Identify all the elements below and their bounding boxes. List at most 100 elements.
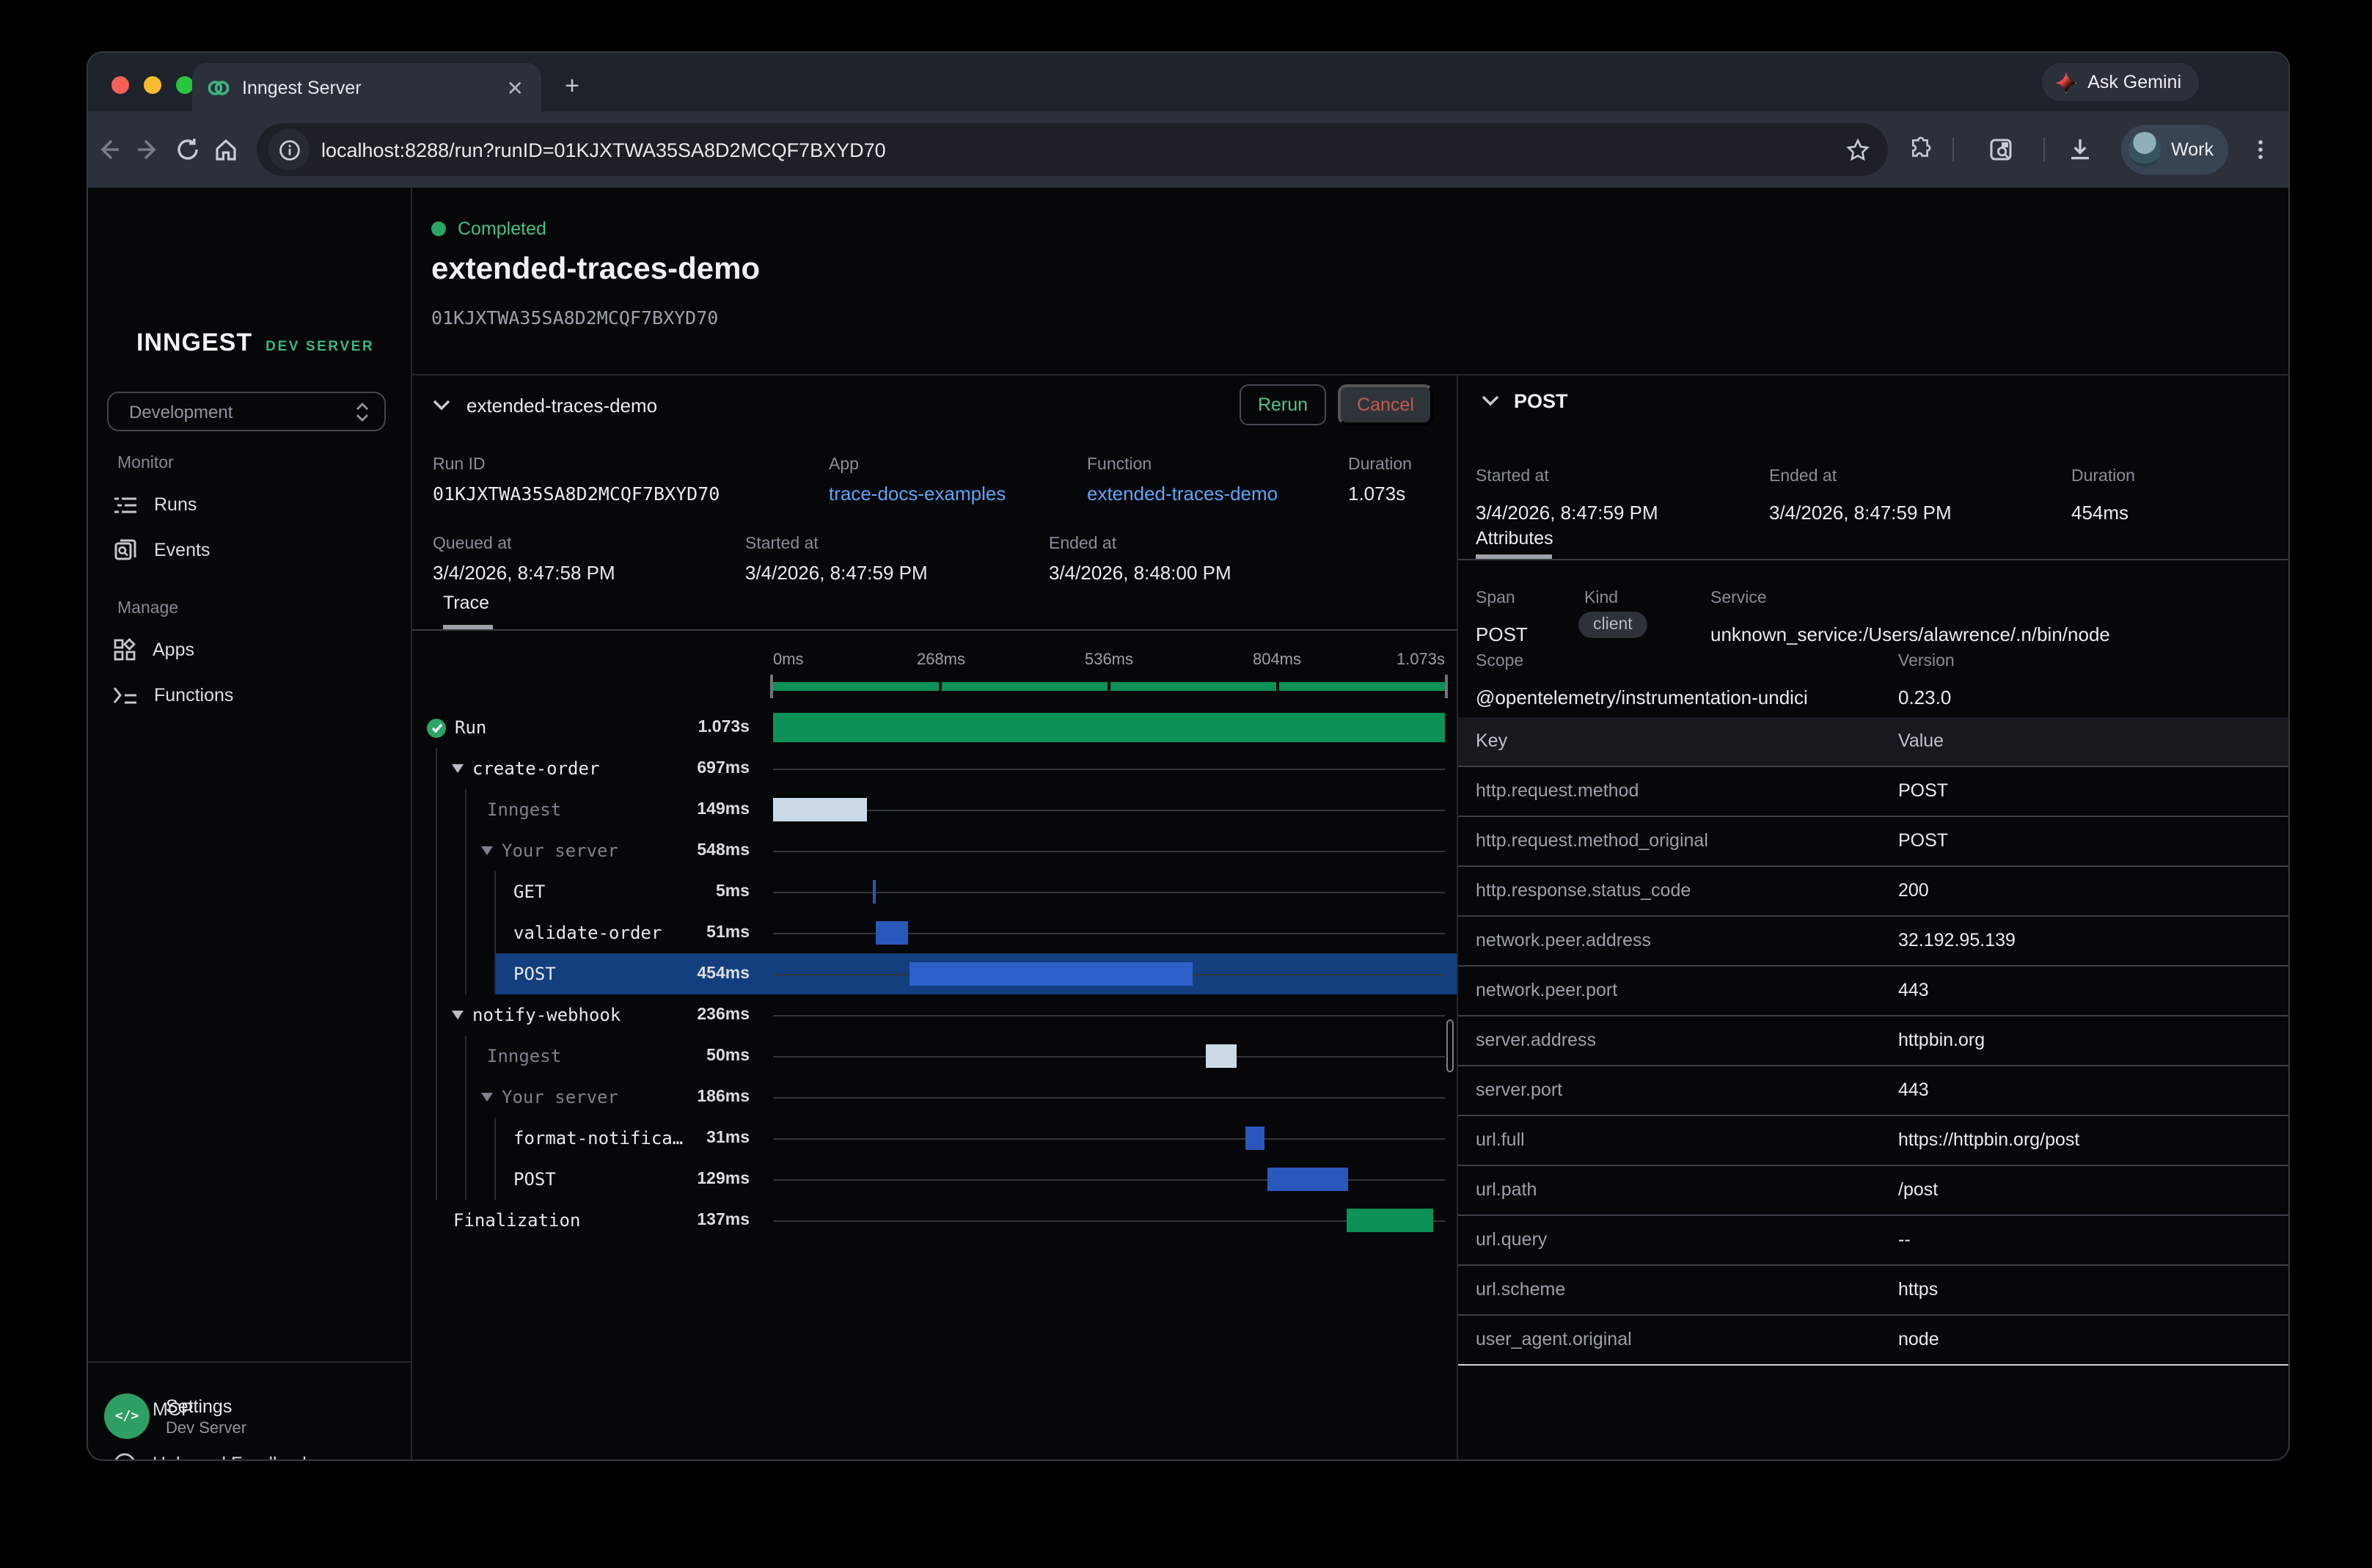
run-meta-row-2: Queued at 3/4/2026, 8:47:58 PM Started at 3… [433, 535, 1342, 584]
attribute-row-http-request-method-original[interactable]: http.request.method_original POST [1458, 817, 2288, 867]
indent-guide [436, 953, 437, 994]
span-bar[interactable] [1267, 1168, 1348, 1191]
trace-row-notify-webhook[interactable]: notify-webhook 236ms [412, 994, 1457, 1036]
attribute-key: network.peer.port [1476, 980, 1618, 1000]
attribute-row-server-address[interactable]: server.address httpbin.org [1458, 1016, 2288, 1066]
sidebar-item-help-and-feedback[interactable]: ?Help and Feedback [106, 1443, 399, 1459]
expand-chevron-icon[interactable] [481, 846, 493, 855]
close-window-button[interactable] [111, 76, 129, 94]
ask-gemini-button[interactable]: Ask Gemini [2042, 63, 2199, 101]
url-text: localhost:8288/run?runID=01KJXTWA35SA8D2… [321, 139, 886, 161]
axis-tick: 804ms [1252, 651, 1302, 669]
back-icon[interactable] [91, 132, 126, 167]
trace-row-finalization[interactable]: Finalization 137ms [412, 1200, 1457, 1241]
span-bar[interactable] [875, 921, 908, 945]
span-duration: 236ms [697, 1006, 750, 1024]
forward-icon[interactable] [131, 132, 166, 167]
trace-row-your-server[interactable]: Your server 186ms [412, 1077, 1457, 1118]
indent-guide [494, 871, 496, 912]
span-panel: POST Started at 3/4/2026, 8:47:59 PM Ended… [1457, 375, 2288, 1459]
trace-row-create-order[interactable]: create-order 697ms [412, 748, 1457, 789]
tab-close-icon[interactable]: ✕ [506, 76, 524, 99]
trace-row-format-notifica-[interactable]: format-notifica… 31ms [412, 1118, 1457, 1159]
trace-row-validate-order[interactable]: validate-order 51ms [412, 912, 1457, 953]
attribute-row-user-agent-original[interactable]: user_agent.original node [1458, 1316, 2288, 1366]
run-meta-ended-at: Ended at 3/4/2026, 8:48:00 PM [1049, 535, 1231, 584]
browser-menu-icon[interactable] [2243, 132, 2278, 167]
site-info-icon[interactable] [268, 129, 310, 170]
attribute-value: 32.192.95.139 [1898, 930, 2016, 950]
environment-select[interactable]: Development [107, 392, 386, 431]
attribute-row-server-port[interactable]: server.port 443 [1458, 1066, 2288, 1116]
attribute-row-url-query[interactable]: url.query -- [1458, 1216, 2288, 1266]
reload-icon[interactable] [170, 132, 205, 167]
rerun-button[interactable]: Rerun [1240, 384, 1326, 425]
expand-chevron-icon[interactable] [452, 764, 464, 773]
indent-guide [436, 830, 437, 871]
zoom-window-button[interactable] [176, 76, 194, 94]
sidebar-item-runs[interactable]: Runs [106, 484, 399, 525]
trace-row-your-server[interactable]: Your server 548ms [412, 830, 1457, 871]
run-id: 01KJXTWA35SA8D2MCQF7BXYD70 [431, 307, 719, 329]
span-bar[interactable] [773, 713, 1445, 742]
url-bar[interactable]: localhost:8288/run?runID=01KJXTWA35SA8D2… [257, 123, 1888, 176]
cancel-button[interactable]: Cancel [1338, 384, 1433, 425]
bookmark-star-icon[interactable] [1845, 137, 1870, 162]
indent-guide [465, 830, 466, 871]
trace-minimap[interactable] [773, 682, 1445, 691]
trace-scrollbar[interactable] [1446, 1019, 1454, 1072]
span-bar[interactable] [1347, 1209, 1433, 1232]
attribute-row-url-full[interactable]: url.full https://httpbin.org/post [1458, 1116, 2288, 1166]
attribute-value: POST [1898, 830, 1949, 851]
attribute-row-url-scheme[interactable]: url.scheme https [1458, 1266, 2288, 1316]
span-duration: 51ms [706, 924, 750, 942]
indent-guide [465, 871, 466, 912]
indent-guide [494, 912, 496, 953]
home-icon[interactable] [208, 132, 244, 167]
browser-tab[interactable]: Inngest Server ✕ [192, 63, 541, 111]
minimize-window-button[interactable] [144, 76, 161, 94]
key-header: Key [1476, 730, 1508, 751]
expand-chevron-icon[interactable] [481, 1093, 493, 1102]
attribute-row-http-response-status-code[interactable]: http.response.status_code 200 [1458, 867, 2288, 917]
trace-row-get[interactable]: GET 5ms [412, 871, 1457, 912]
trace-row-inngest[interactable]: Inngest 149ms [412, 789, 1457, 830]
attribute-row-http-request-method[interactable]: http.request.method POST [1458, 767, 2288, 817]
span-duration: 31ms [706, 1129, 750, 1147]
row-gridline [773, 809, 1445, 810]
service-label: Service [1710, 590, 1767, 607]
status-badge: Completed [458, 219, 546, 239]
sidebar-item-events[interactable]: Events [106, 530, 399, 571]
span-bar[interactable] [873, 880, 876, 904]
tab-trace[interactable]: Trace [443, 593, 489, 613]
app-content: INNGEST DEV SERVER Development Monitor Ru… [88, 188, 2288, 1459]
trace-row-run[interactable]: Run 1.073s [412, 707, 1457, 748]
sidebar-item-functions[interactable]: Functions [106, 675, 399, 716]
tab-attributes[interactable]: Attributes [1476, 528, 1553, 549]
attribute-key: server.port [1476, 1080, 1563, 1100]
span-bar[interactable] [909, 962, 1193, 986]
sidebar-item-apps[interactable]: Apps [106, 629, 399, 670]
sidebar-item-settings[interactable]: </> Settings Dev Server [104, 1393, 246, 1439]
download-icon[interactable] [2062, 132, 2098, 167]
attribute-row-network-peer-port[interactable]: network.peer.port 443 [1458, 967, 2288, 1016]
kind-label: Kind [1584, 590, 1619, 607]
attribute-row-network-peer-address[interactable]: network.peer.address 32.192.95.139 [1458, 917, 2288, 967]
new-tab-button[interactable]: + [565, 72, 579, 100]
span-bar[interactable] [1245, 1126, 1265, 1150]
expand-chevron-icon[interactable] [452, 1011, 464, 1019]
trace-row-post[interactable]: POST 129ms [412, 1159, 1457, 1200]
trace-row-post[interactable]: POST 454ms [412, 953, 1457, 994]
collapse-run-chevron-icon[interactable] [433, 399, 450, 411]
trace-row-inngest[interactable]: Inngest 50ms [412, 1036, 1457, 1077]
attribute-row-url-path[interactable]: url.path/post [1458, 1166, 2288, 1216]
span-value: POST [1476, 623, 1528, 645]
profile-button[interactable]: Work [2121, 125, 2228, 175]
span-bar[interactable] [773, 798, 867, 821]
collapse-span-chevron-icon[interactable] [1482, 395, 1499, 406]
row-gridline [773, 1220, 1445, 1221]
extensions-icon[interactable] [1903, 132, 1938, 167]
span-bar[interactable] [1205, 1044, 1237, 1068]
search-tabs-icon[interactable] [1985, 132, 2020, 167]
inngest-logo: INNGEST [136, 329, 253, 356]
